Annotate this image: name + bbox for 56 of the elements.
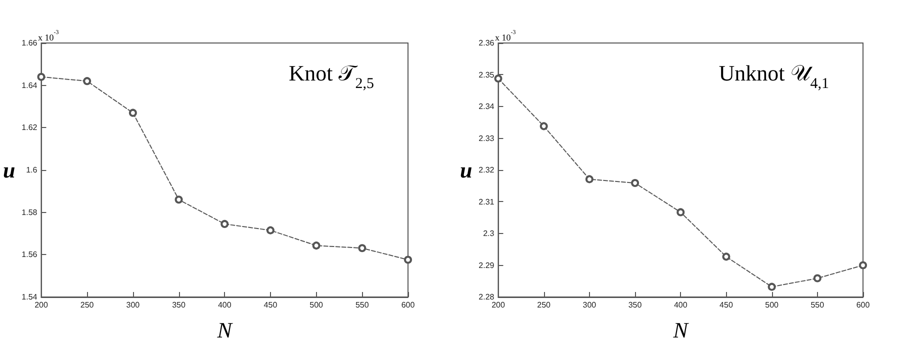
x-tick-label: 500: [765, 300, 780, 310]
x-tick-label: 300: [582, 300, 597, 310]
x-tick-label: 300: [126, 300, 140, 310]
point: [676, 208, 685, 216]
y-tick-label: 2.35: [478, 70, 495, 80]
y-tick-label: 2.33: [478, 134, 495, 143]
y-tick-label: 1.66: [22, 38, 38, 48]
x-tick-label: 250: [537, 300, 552, 310]
point: [83, 77, 92, 86]
y-axis-title: u: [2, 158, 16, 182]
y-tick-label: 1.62: [22, 123, 38, 132]
point: [358, 244, 366, 252]
x-tick-label: 400: [674, 300, 688, 310]
y-tick-label: 2.32: [478, 166, 495, 174]
x-tick-label: 400: [218, 300, 232, 310]
point: [631, 179, 640, 188]
point: [266, 226, 274, 234]
point: [585, 175, 594, 184]
x-tick-label: 450: [720, 300, 734, 310]
point: [220, 220, 229, 228]
x-tick-label: 200: [34, 300, 48, 310]
point: [37, 72, 46, 81]
x-tick-label: 600: [401, 300, 416, 310]
x-tick-label: 250: [80, 300, 94, 310]
y-tick-label: 1.58: [22, 208, 38, 217]
y-tick-label: 2.29: [478, 260, 495, 270]
y-tick-label: 1.6: [26, 166, 38, 174]
y-tick-label: 2.28: [478, 292, 495, 302]
y-tick-label: 1.64: [22, 80, 38, 90]
x-tick-label: 550: [810, 300, 825, 310]
y-tick-label: 2.31: [478, 197, 495, 206]
y-tick-label: 2.36: [478, 38, 495, 48]
x-tick-label: 600: [856, 300, 870, 310]
x-tick-label: 450: [264, 300, 278, 310]
y-tick-label: 2.3: [483, 229, 495, 238]
point: [494, 74, 502, 83]
y-tick-label: 2.34: [478, 102, 495, 111]
x-tick-label: 500: [310, 300, 324, 310]
point: [813, 274, 822, 282]
x-axis-title: N: [672, 318, 690, 342]
point: [859, 261, 867, 270]
y-axis-title: u: [460, 158, 472, 182]
x-tick-label: 200: [492, 300, 506, 310]
point: [312, 242, 320, 250]
x-tick-label: 550: [355, 300, 370, 310]
x-axis-title: N: [216, 318, 234, 342]
point: [174, 196, 183, 204]
x-tick-label: 350: [628, 300, 642, 310]
point: [722, 252, 730, 261]
x-tick-label: 350: [172, 300, 186, 310]
point: [404, 256, 412, 264]
y-tick-label: 1.56: [22, 250, 38, 260]
point: [128, 108, 137, 117]
y-tick-label: 1.54: [22, 292, 38, 302]
point: [768, 282, 776, 291]
point: [540, 122, 548, 130]
